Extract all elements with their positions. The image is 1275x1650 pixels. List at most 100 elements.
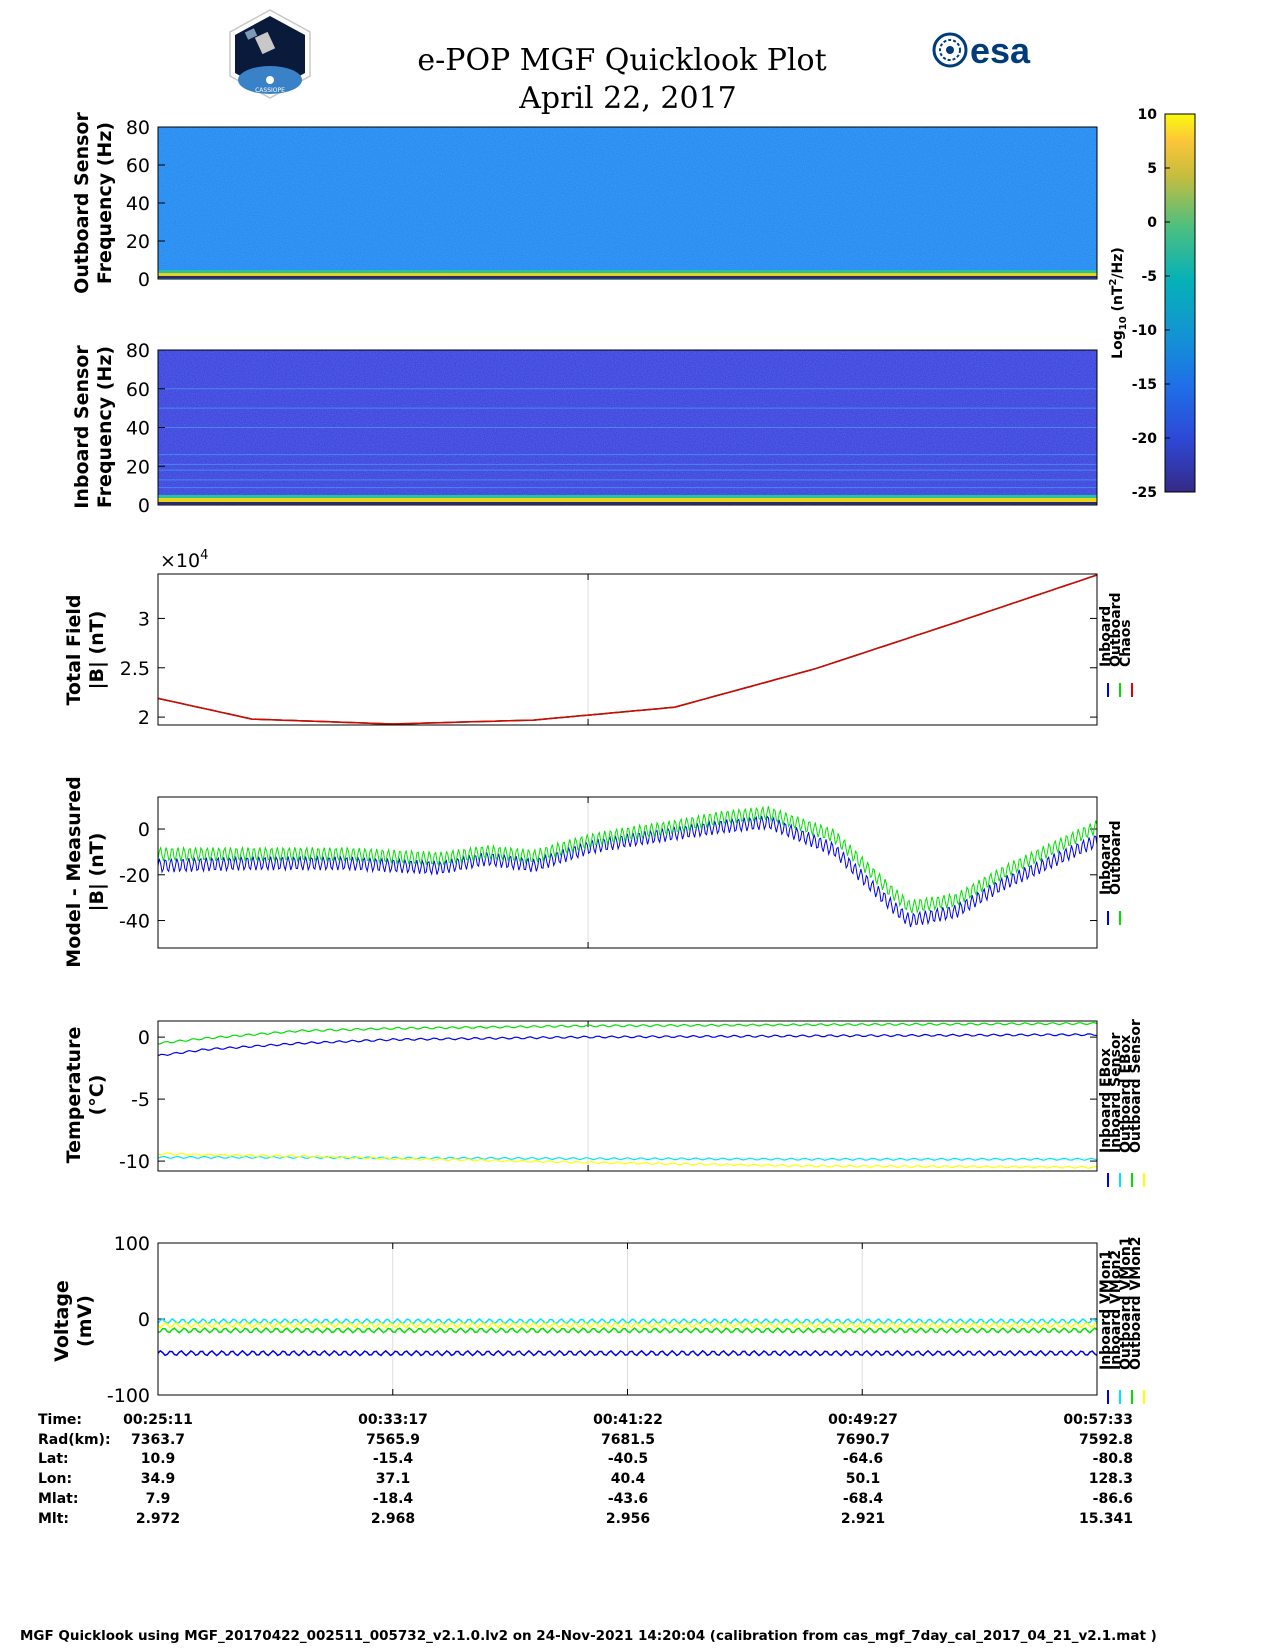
orbit-cell: 2.921	[841, 1511, 885, 1527]
orbit-row-label: Time:	[38, 1412, 82, 1428]
legend-label: Inboard EBox	[1098, 1048, 1114, 1153]
series-line-inboard-ebox	[157, 1033, 1098, 1057]
orbit-row-label: Lon:	[38, 1471, 72, 1487]
legend-label: Outboard VMon1	[1118, 1236, 1134, 1370]
total-field-panel: ×104 Total Field |B| (nT) 3 2.5 2 InboardOu…	[63, 548, 1134, 729]
orbit-cell: 2.956	[606, 1511, 650, 1527]
legend-label: Outboard VMon2	[1128, 1236, 1144, 1370]
plot-area	[158, 797, 1097, 948]
orbit-cell: 34.9	[141, 1471, 176, 1487]
page-date: April 22, 2017	[518, 81, 737, 116]
orbit-cell: 00:25:11	[123, 1412, 193, 1428]
plot-frame	[157, 573, 1098, 726]
colorbar-label: Log10 (nT2/Hz)	[1108, 247, 1129, 359]
legend-label: Inboard VMon1	[1098, 1250, 1114, 1370]
colorbar-tick-label: -10	[1132, 323, 1158, 339]
orbit-cell: -86.6	[1093, 1491, 1133, 1507]
y-tick-label: -40	[119, 911, 150, 933]
spec-ytick-label: 20	[126, 231, 150, 253]
colorbar: 10 5 0 -5 -10 -15 -20 -25 Log10 (nT2/Hz)	[1108, 107, 1196, 501]
orbit-cell: 2.968	[371, 1511, 415, 1527]
legend-label: Inboard Sensor	[1108, 1032, 1124, 1153]
model-measured-panel: Model - Measured |B| (nT) 0 -20 -40 Inboard…	[63, 776, 1124, 967]
orbit-row-label: Mlat:	[38, 1491, 78, 1507]
spec-ytick-label: 60	[126, 379, 150, 401]
plot-frame	[157, 1020, 1098, 1172]
temperature-panel: Temperature (°C) 0 -5 -10 Inboard EBoxInboa…	[63, 1019, 1145, 1187]
outboard-ylabel-line2: Frequency (Hz)	[94, 122, 116, 284]
colorbar-tick-label: -25	[1132, 485, 1157, 501]
inboard-spectrogram-yticks: 80 60 40 20 0	[126, 340, 165, 517]
spec-ytick-label: 40	[126, 193, 150, 215]
orbit-row-label: Mlt:	[38, 1511, 69, 1527]
spec-ytick-label: 60	[126, 155, 150, 177]
orbit-table: Time: Rad(km): Lat: Lon: Mlat: Mlt: 00:25:11 73…	[38, 1412, 1133, 1527]
y-tick-label: 3	[138, 608, 150, 630]
temperature-ylabel-line1: Temperature	[63, 1027, 85, 1164]
y-tick-label: 100	[114, 1233, 150, 1255]
spec-ytick-label: 80	[126, 117, 150, 139]
plot-frame	[157, 796, 1098, 949]
y-tick-label: 2	[138, 707, 150, 729]
series-line-outboard-ebox	[157, 1021, 1098, 1045]
colorbar-tick-label: 5	[1147, 161, 1157, 177]
voltage-ylabel-line1: Voltage	[51, 1280, 73, 1362]
orbit-cell: 128.3	[1089, 1471, 1133, 1487]
colorbar-tick-label: -20	[1132, 431, 1158, 447]
inboard-ylabel-line2: Frequency (Hz)	[94, 346, 116, 508]
orbit-cell: 7.9	[146, 1491, 171, 1507]
y-tick-label: -10	[119, 1151, 150, 1173]
series-line-inboard	[157, 815, 1098, 928]
orbit-cell: 00:33:17	[358, 1412, 428, 1428]
orbit-cell: 10.9	[141, 1451, 176, 1467]
colorbar-gradient	[1164, 113, 1196, 493]
legend-label: Outboard EBox	[1118, 1035, 1134, 1153]
orbit-row-label: Lat:	[38, 1451, 69, 1467]
esa-logo-text: esa	[970, 30, 1031, 71]
orbit-cell: 15.341	[1079, 1511, 1133, 1527]
colorbar-tick-label: 10	[1138, 107, 1158, 123]
outboard-lowband-3	[158, 276, 1097, 278]
orbit-cell: 7592.8	[1079, 1432, 1133, 1448]
colorbar-ticks: 10 5 0 -5 -10 -15 -20 -25	[1132, 107, 1170, 501]
y-tick-label: -100	[107, 1385, 150, 1407]
outboard-spectrogram-panel: 80 60 40 20 0 Outboard Sensor Frequency (Hz)	[71, 112, 1098, 294]
y-tick-label: -5	[131, 1089, 150, 1111]
series-line-outboard	[157, 805, 1098, 915]
orbit-cell: -80.8	[1093, 1451, 1133, 1467]
orbit-cell: -68.4	[843, 1491, 884, 1507]
legend-label: Outboard	[1108, 820, 1124, 895]
inboard-lowband-2	[158, 498, 1097, 502]
total-field-ylabel-line2: |B| (nT)	[86, 611, 108, 690]
colorbar-tick-label: 0	[1147, 215, 1157, 231]
orbit-cell: 37.1	[376, 1471, 411, 1487]
orbit-row-label: Rad(km):	[38, 1432, 111, 1448]
orbit-cell: -40.5	[608, 1451, 648, 1467]
voltage-ylabel-line2: (mV)	[74, 1295, 96, 1347]
y-tick-label: 0	[138, 1027, 150, 1049]
spec-ytick-label: 0	[138, 495, 150, 517]
model-ylabel-line2: |B| (nT)	[86, 833, 108, 912]
spec-ytick-label: 0	[138, 269, 150, 291]
orbit-cell: 7690.7	[836, 1432, 890, 1448]
orbit-cell: 50.1	[846, 1471, 881, 1487]
y-tick-label: 0	[138, 819, 150, 841]
legend-label: Chaos	[1118, 619, 1134, 667]
orbit-cell: 00:57:33	[1063, 1412, 1133, 1428]
legend-label: Inboard	[1098, 834, 1114, 895]
series-line-chaos	[157, 574, 1098, 725]
orbit-cell: 2.972	[136, 1511, 180, 1527]
legend-label: Outboard Sensor	[1128, 1019, 1144, 1153]
spec-ytick-label: 20	[126, 456, 150, 478]
page-title: e-POP MGF Quicklook Plot	[417, 43, 826, 78]
inboard-ylabel-line1: Inboard Sensor	[71, 345, 93, 509]
y-tick-label: 2.5	[120, 658, 150, 680]
y-tick-label: 0	[138, 1309, 150, 1331]
footer-text: MGF Quicklook using MGF_20170422_002511_…	[20, 1628, 1157, 1644]
total-field-ylabel-line1: Total Field	[63, 594, 85, 705]
model-ylabel-line1: Model - Measured	[63, 776, 85, 967]
plot-area	[158, 574, 1097, 725]
orbit-cell: -64.6	[843, 1451, 883, 1467]
inboard-lowband-3	[158, 502, 1097, 504]
total-field-exponent: ×104	[160, 548, 208, 572]
